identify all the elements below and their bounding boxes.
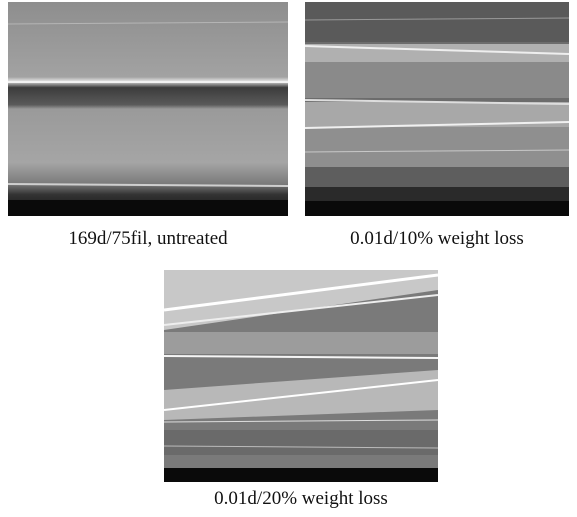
caption: 0.01d/20% weight loss xyxy=(214,488,388,509)
sem-image-10pct xyxy=(305,2,569,216)
caption: 169d/75fil, untreated xyxy=(68,228,228,249)
caption: 0.01d/10% weight loss xyxy=(350,228,524,249)
sem-image-20pct xyxy=(164,270,438,482)
sem-image-untreated xyxy=(8,2,288,216)
